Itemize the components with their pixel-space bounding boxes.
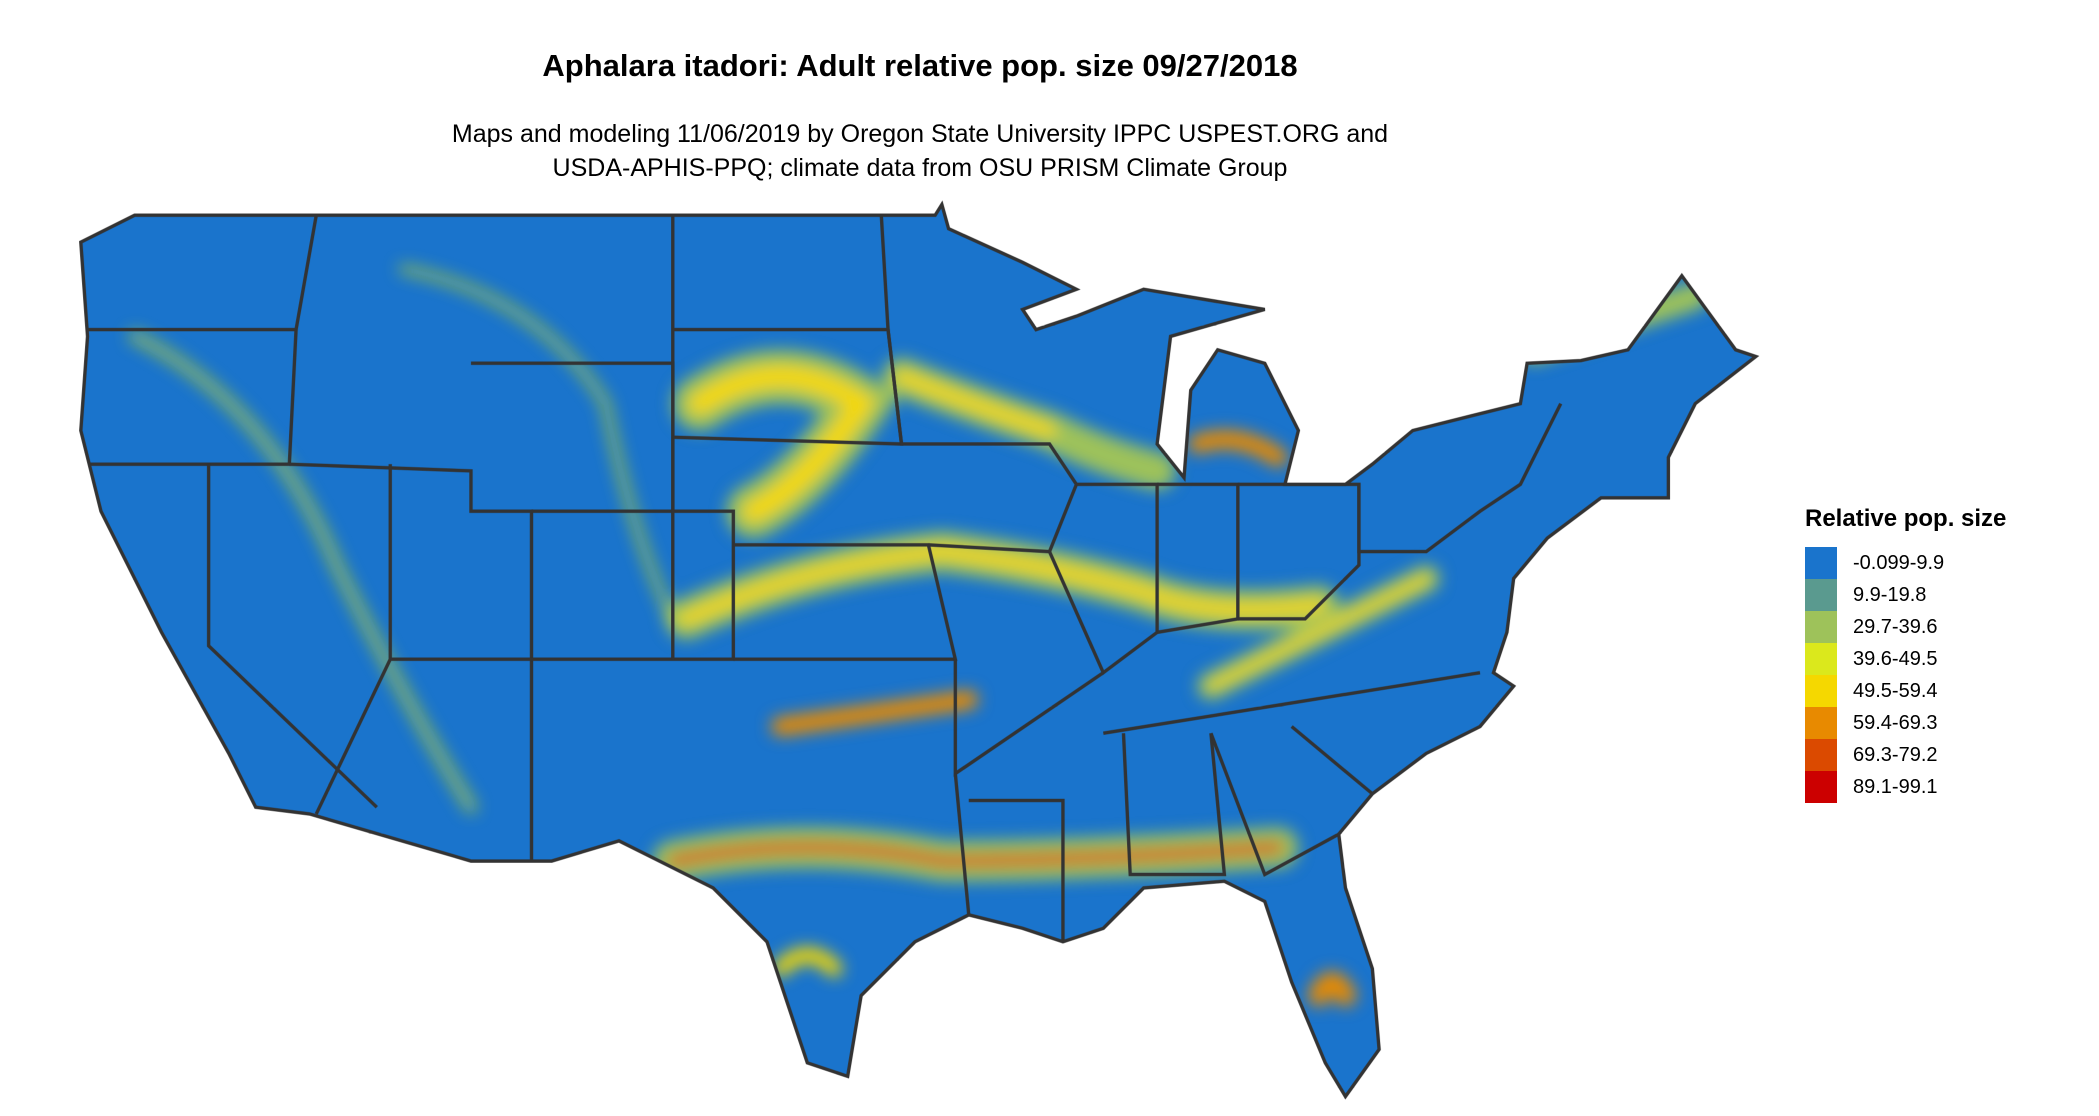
legend-label: 69.3-79.2 [1853, 743, 1938, 766]
legend-item: 59.4-69.3 [1805, 707, 2006, 739]
legend-item: 39.6-49.5 [1805, 643, 2006, 675]
legend-label: 49.5-59.4 [1853, 679, 1938, 702]
map-title: Aphalara itadori: Adult relative pop. si… [542, 48, 1298, 83]
legend-item: 89.1-99.1 [1805, 771, 2006, 803]
legend-label: 9.9-19.8 [1853, 583, 1927, 606]
map-subtitle: Maps and modeling 11/06/2019 by Oregon S… [0, 117, 1840, 185]
legend: Relative pop. size -0.099-9.9 9.9-19.8 29.… [1805, 505, 2006, 803]
legend-item: -0.099-9.9 [1805, 547, 2006, 579]
legend-swatch [1805, 643, 1837, 675]
legend-label: 59.4-69.3 [1853, 711, 1938, 734]
legend-swatch [1805, 547, 1837, 579]
legend-swatch [1805, 739, 1837, 771]
legend-title: Relative pop. size [1805, 505, 2007, 532]
legend-label: 89.1-99.1 [1853, 775, 1938, 798]
legend-item: 29.7-39.6 [1805, 611, 2006, 643]
legend-swatch [1805, 579, 1837, 611]
state-borders [80, 214, 1563, 942]
legend-swatch [1805, 771, 1837, 803]
legend-item: 9.9-19.8 [1805, 579, 2006, 611]
subtitle-line-1: Maps and modeling 11/06/2019 by Oregon S… [451, 120, 1389, 148]
legend-swatch [1805, 707, 1837, 739]
legend-item: 49.5-59.4 [1805, 675, 2006, 707]
legend-label: 39.6-49.5 [1853, 647, 1938, 670]
legend-label: 29.7-39.6 [1853, 615, 1938, 638]
subtitle-line-2: USDA-APHIS-PPQ; climate data from OSU PR… [552, 154, 1288, 182]
legend-item: 69.3-79.2 [1805, 739, 2006, 771]
legend-swatch [1805, 675, 1837, 707]
legend-swatch [1805, 611, 1837, 643]
legend-label: -0.099-9.9 [1853, 551, 1945, 574]
